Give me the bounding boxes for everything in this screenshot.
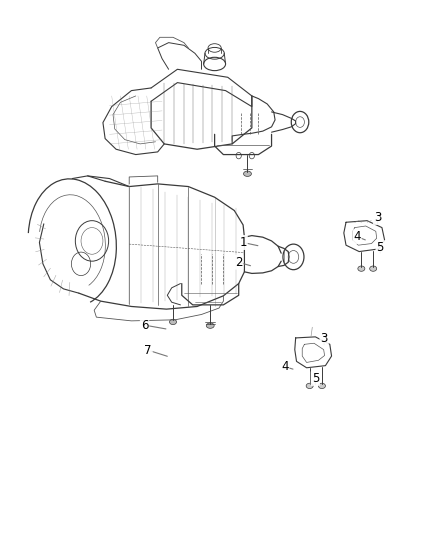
Text: 1: 1 bbox=[239, 236, 247, 249]
Text: 3: 3 bbox=[374, 211, 381, 224]
Ellipse shape bbox=[370, 266, 377, 271]
Text: 5: 5 bbox=[312, 372, 319, 385]
Ellipse shape bbox=[318, 383, 325, 389]
Text: 2: 2 bbox=[235, 256, 243, 269]
Ellipse shape bbox=[358, 266, 365, 271]
Text: 7: 7 bbox=[144, 344, 152, 357]
Text: 5: 5 bbox=[377, 241, 384, 254]
Ellipse shape bbox=[170, 319, 177, 325]
Text: 4: 4 bbox=[281, 360, 289, 373]
Text: 6: 6 bbox=[141, 319, 148, 332]
Ellipse shape bbox=[244, 171, 251, 176]
Text: 3: 3 bbox=[321, 332, 328, 345]
Ellipse shape bbox=[206, 323, 214, 328]
Ellipse shape bbox=[306, 383, 313, 389]
Text: 4: 4 bbox=[353, 230, 361, 243]
